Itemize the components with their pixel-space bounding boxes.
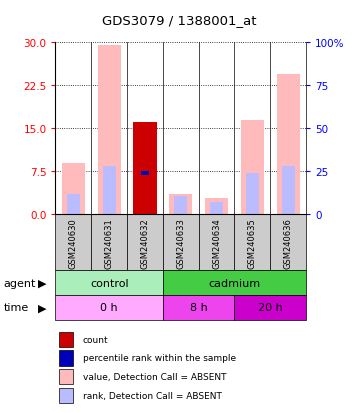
Text: rank, Detection Call = ABSENT: rank, Detection Call = ABSENT: [83, 391, 222, 400]
Text: time: time: [4, 303, 29, 313]
Bar: [59, 388, 73, 403]
Bar: [91, 215, 127, 271]
Text: GSM240635: GSM240635: [248, 217, 257, 268]
Bar: [210, 202, 223, 215]
Text: cadmium: cadmium: [208, 278, 261, 288]
Text: percentile rank within the sample: percentile rank within the sample: [83, 354, 236, 363]
Bar: [139, 173, 151, 215]
Text: GSM240631: GSM240631: [105, 217, 114, 268]
Bar: [141, 172, 149, 176]
Bar: [270, 215, 306, 271]
Bar: [199, 215, 234, 271]
Text: GDS3079 / 1388001_at: GDS3079 / 1388001_at: [102, 14, 256, 27]
Bar: [234, 215, 270, 271]
Bar: [59, 369, 73, 385]
Bar: [169, 195, 192, 215]
Bar: [241, 121, 264, 215]
Text: GSM240634: GSM240634: [212, 217, 221, 268]
Text: GSM240630: GSM240630: [69, 217, 78, 268]
Bar: [59, 351, 73, 366]
Bar: [282, 166, 295, 215]
Bar: [163, 271, 306, 295]
Text: 0 h: 0 h: [100, 303, 118, 313]
Bar: [67, 195, 80, 215]
Text: GSM240636: GSM240636: [284, 217, 293, 268]
Text: value, Detection Call = ABSENT: value, Detection Call = ABSENT: [83, 372, 226, 381]
Bar: [205, 199, 228, 215]
Bar: [276, 75, 300, 215]
Bar: [62, 163, 85, 215]
Bar: [127, 215, 163, 271]
Bar: [97, 46, 121, 215]
Text: 8 h: 8 h: [190, 303, 208, 313]
Text: GSM240633: GSM240633: [176, 217, 185, 268]
Text: control: control: [90, 278, 129, 288]
Text: count: count: [83, 335, 108, 344]
Text: 20 h: 20 h: [258, 303, 283, 313]
Bar: [55, 271, 163, 295]
Bar: [133, 122, 157, 215]
Text: GSM240632: GSM240632: [140, 217, 150, 268]
Bar: [55, 215, 91, 271]
Text: ▶: ▶: [38, 303, 46, 313]
Bar: [55, 295, 163, 320]
Bar: [163, 215, 199, 271]
Bar: [246, 173, 259, 215]
Bar: [174, 197, 187, 215]
Bar: [59, 332, 73, 347]
Text: agent: agent: [4, 278, 36, 288]
Bar: [133, 122, 157, 215]
Bar: [234, 295, 306, 320]
Text: ▶: ▶: [38, 278, 46, 288]
Bar: [103, 166, 116, 215]
Bar: [163, 295, 234, 320]
